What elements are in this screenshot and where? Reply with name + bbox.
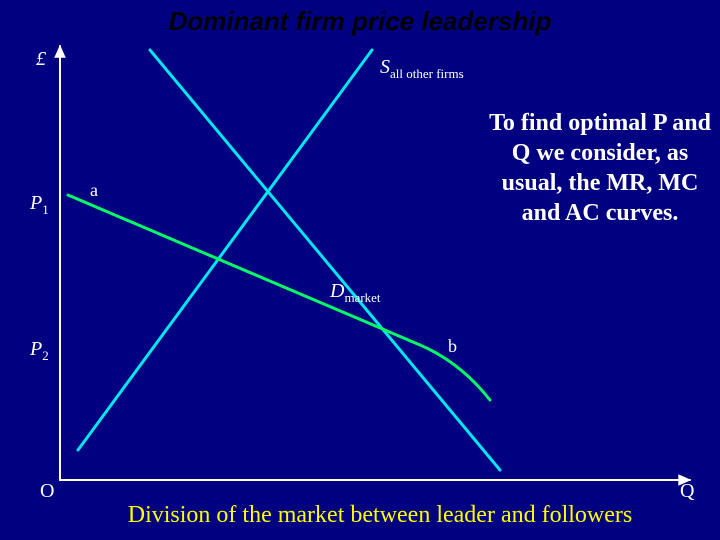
- demand-curve-label: Dmarket: [330, 280, 381, 306]
- demand-label-main: D: [330, 280, 344, 302]
- point-a-label: a: [90, 180, 98, 201]
- p2-label: P2: [30, 338, 49, 364]
- slide: Dominant firm price leadership £ Q O P1 …: [0, 0, 720, 540]
- p2-main: P: [30, 338, 42, 360]
- supply-curve-label: Sall other firms: [380, 56, 464, 82]
- supply-label-sub: all other firms: [390, 66, 464, 81]
- p1-label: P1: [30, 192, 49, 218]
- supply-label-main: S: [380, 56, 390, 78]
- p1-sub: 1: [42, 202, 49, 217]
- p2-sub: 2: [42, 348, 49, 363]
- origin-label: O: [40, 480, 54, 503]
- footer-text: Division of the market between leader an…: [60, 502, 700, 529]
- annotation-text: To find optimal P and Q we consider, as …: [480, 108, 720, 228]
- x-axis-label: Q: [680, 480, 694, 503]
- p1-main: P: [30, 192, 42, 214]
- point-b-label: b: [448, 336, 457, 357]
- y-axis-label: £: [36, 48, 46, 71]
- demand-label-sub: market: [344, 290, 380, 305]
- chart-svg: [0, 0, 720, 540]
